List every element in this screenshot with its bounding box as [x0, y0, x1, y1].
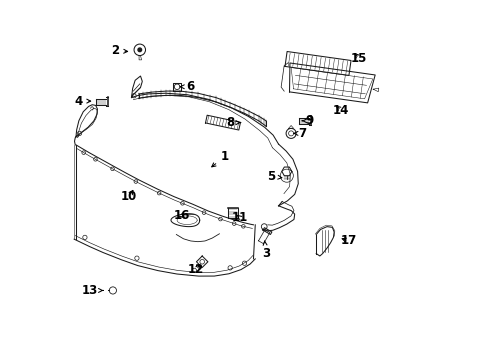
Text: 12: 12 — [187, 263, 204, 276]
Text: 3: 3 — [262, 241, 269, 260]
Text: 4: 4 — [75, 95, 90, 108]
Text: 6: 6 — [180, 80, 194, 93]
Text: 11: 11 — [232, 211, 248, 224]
Text: 1: 1 — [211, 150, 228, 167]
Circle shape — [138, 48, 142, 51]
Text: 10: 10 — [121, 190, 137, 203]
Text: 14: 14 — [332, 104, 349, 117]
Text: 2: 2 — [111, 44, 127, 57]
Text: 15: 15 — [350, 51, 366, 64]
Text: 9: 9 — [302, 114, 312, 127]
Text: 7: 7 — [293, 127, 305, 140]
Text: 16: 16 — [173, 210, 189, 222]
Text: 17: 17 — [340, 234, 356, 247]
Text: 8: 8 — [226, 116, 240, 129]
Text: 13: 13 — [81, 284, 103, 297]
Text: 5: 5 — [267, 170, 281, 183]
